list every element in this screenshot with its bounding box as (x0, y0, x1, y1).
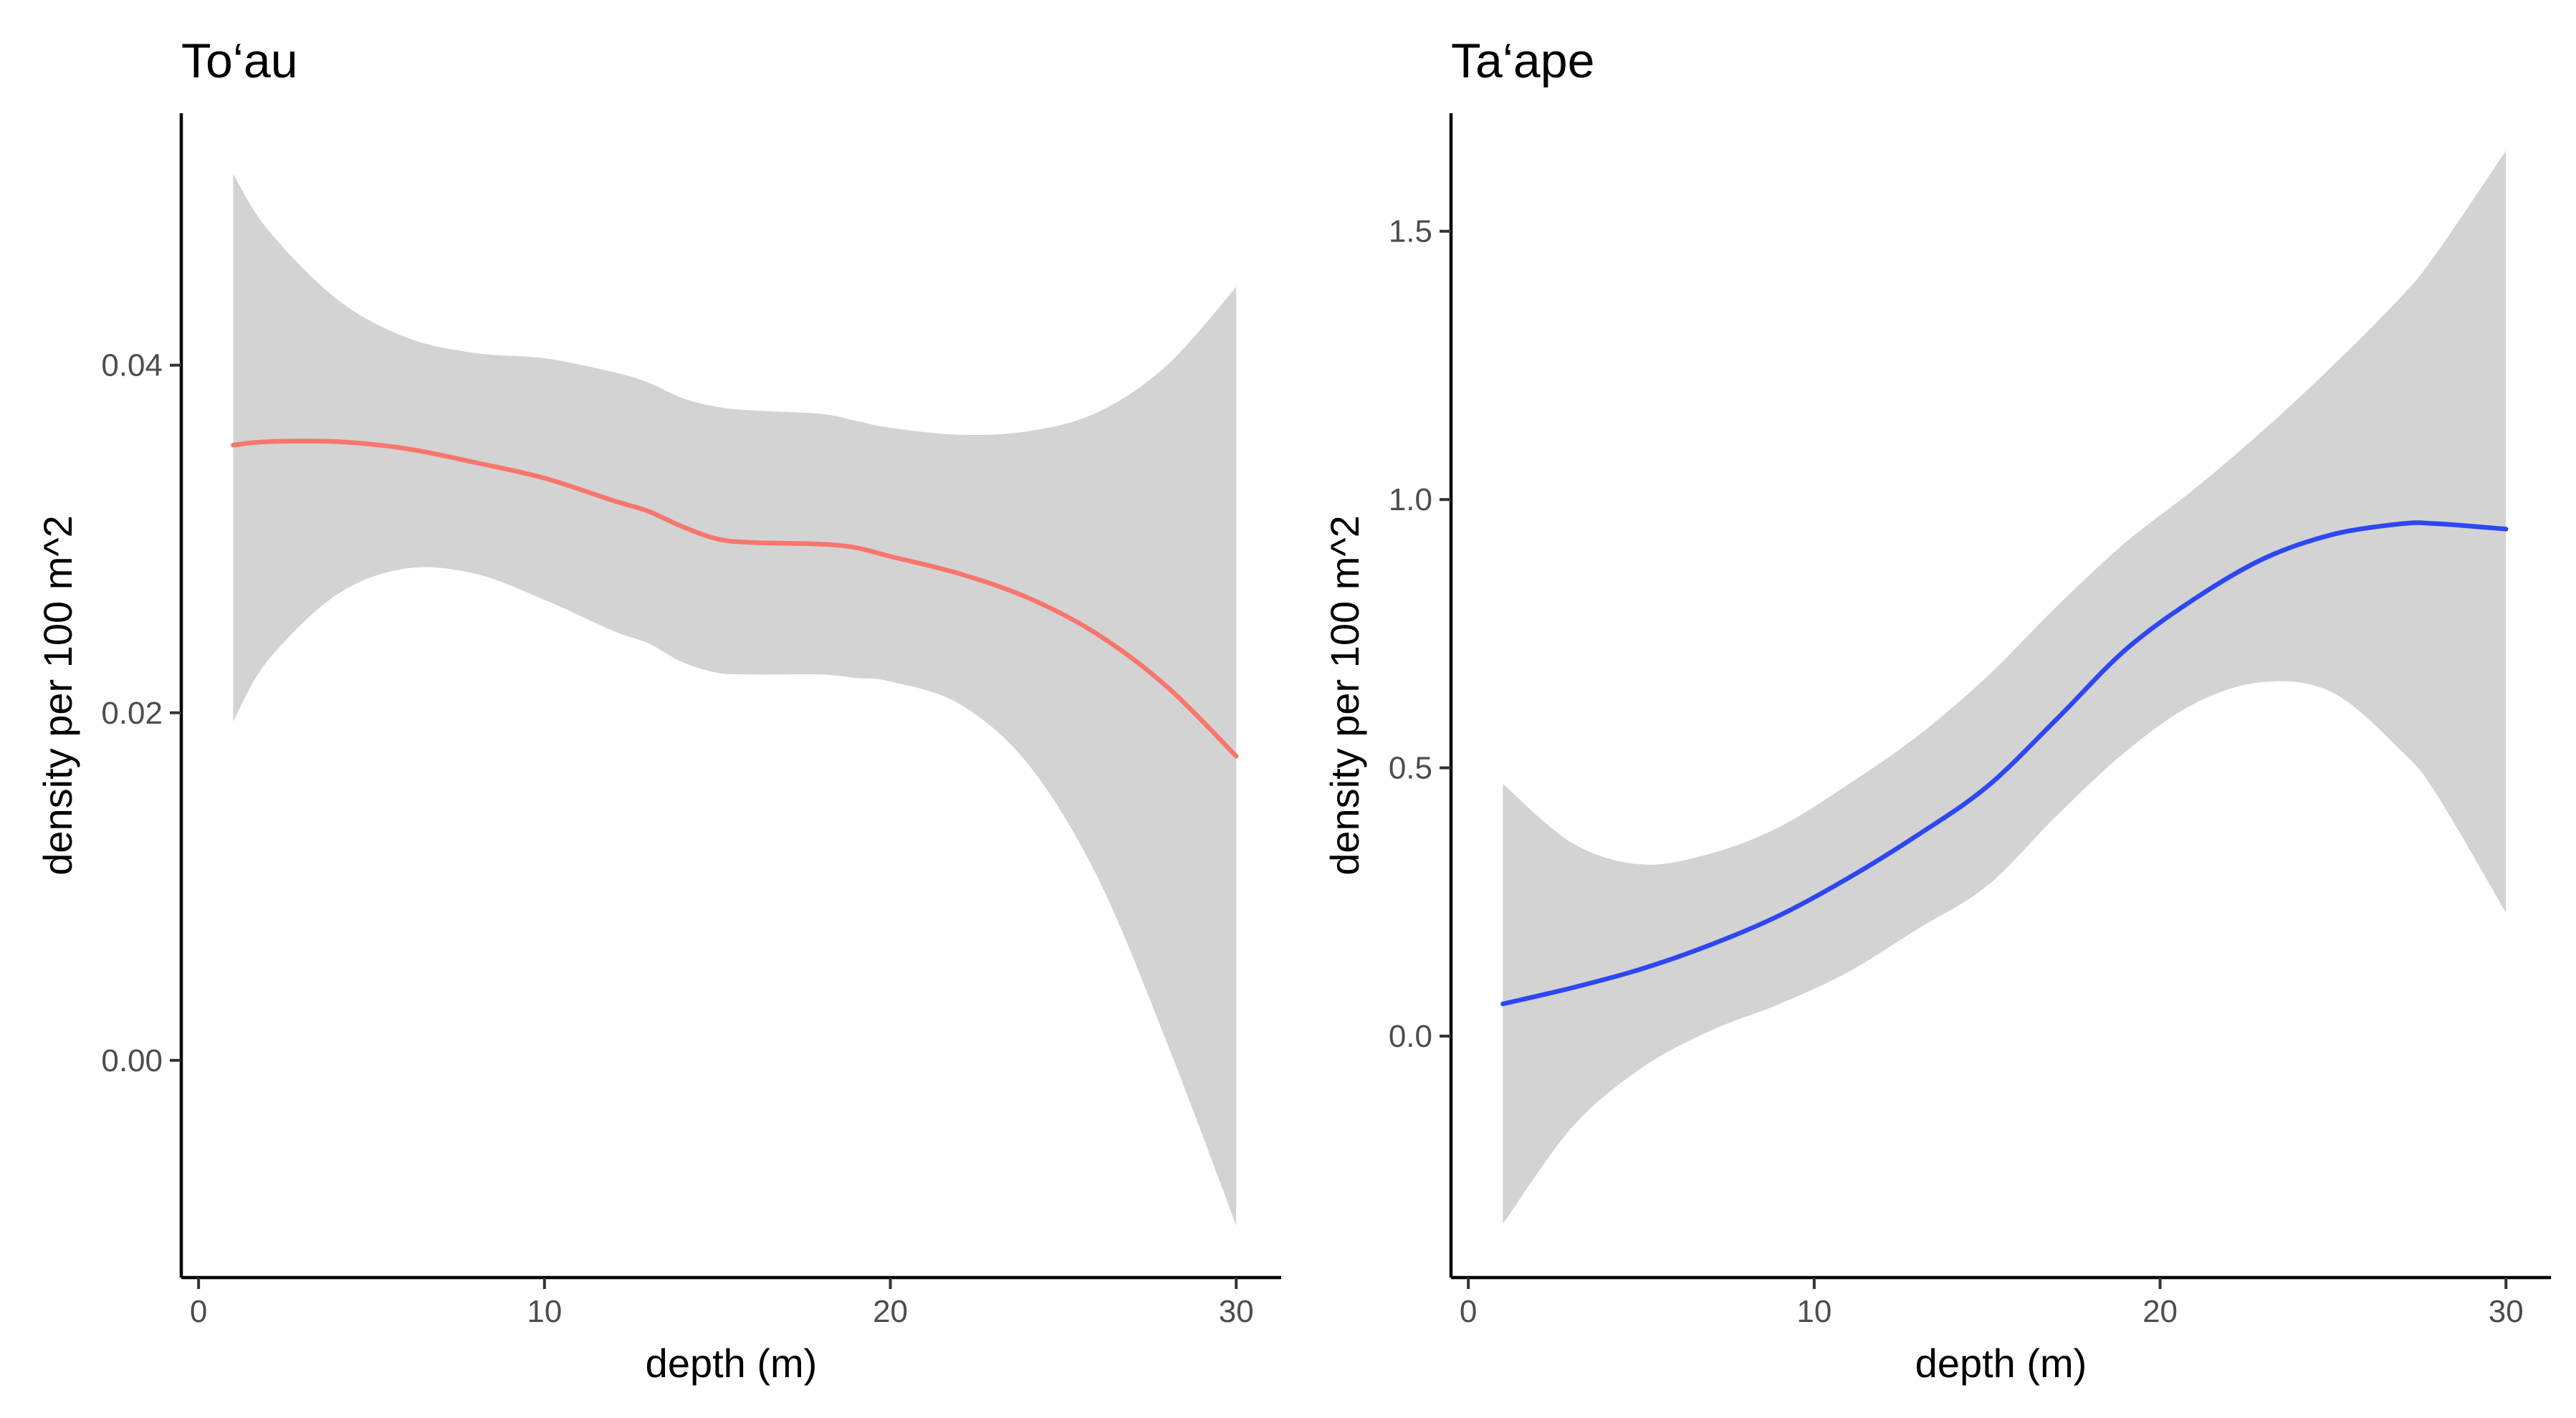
y-axis-title: density per 100 m^2 (1322, 515, 1367, 876)
x-tick-label: 10 (527, 1294, 562, 1329)
y-tick-label: 1.0 (1389, 482, 1432, 517)
smooth-line (1500, 520, 2509, 1007)
y-tick-label: 0.0 (1389, 1019, 1432, 1054)
smooth-line (231, 439, 1239, 759)
y-tick-label: 0.02 (101, 696, 163, 731)
y-axis-title: density per 100 m^2 (35, 515, 80, 876)
x-tick-label: 0 (1460, 1294, 1477, 1329)
confidence-ribbon (1503, 150, 2506, 1225)
x-tick-label: 20 (873, 1294, 908, 1329)
y-tick-label: 0.5 (1389, 751, 1432, 786)
y-tick-label: 0.04 (101, 348, 163, 383)
y-tick-label: 0.00 (101, 1043, 163, 1078)
panel-toau: 0 10 20 30 0.00 0.02 0.04 To‘au depth (m) density… (35, 34, 1281, 1386)
panel-taape: 0 10 20 30 0.0 0.5 1.0 1.5 Ta‘ape depth (m) densit… (1322, 34, 2551, 1386)
x-tick-label: 0 (190, 1294, 207, 1329)
x-tick-label: 20 (2142, 1294, 2178, 1329)
confidence-ribbon (233, 173, 1237, 1226)
x-tick-label: 30 (2489, 1294, 2524, 1329)
y-tick-label: 1.5 (1389, 214, 1432, 249)
x-tick-label: 30 (1219, 1294, 1254, 1329)
chart-title: To‘au (181, 34, 298, 88)
x-axis-title: depth (m) (646, 1341, 818, 1386)
x-tick-label: 10 (1796, 1294, 1832, 1329)
x-axis-title: depth (m) (1915, 1341, 2087, 1386)
chart-title: Ta‘ape (1451, 34, 1594, 88)
